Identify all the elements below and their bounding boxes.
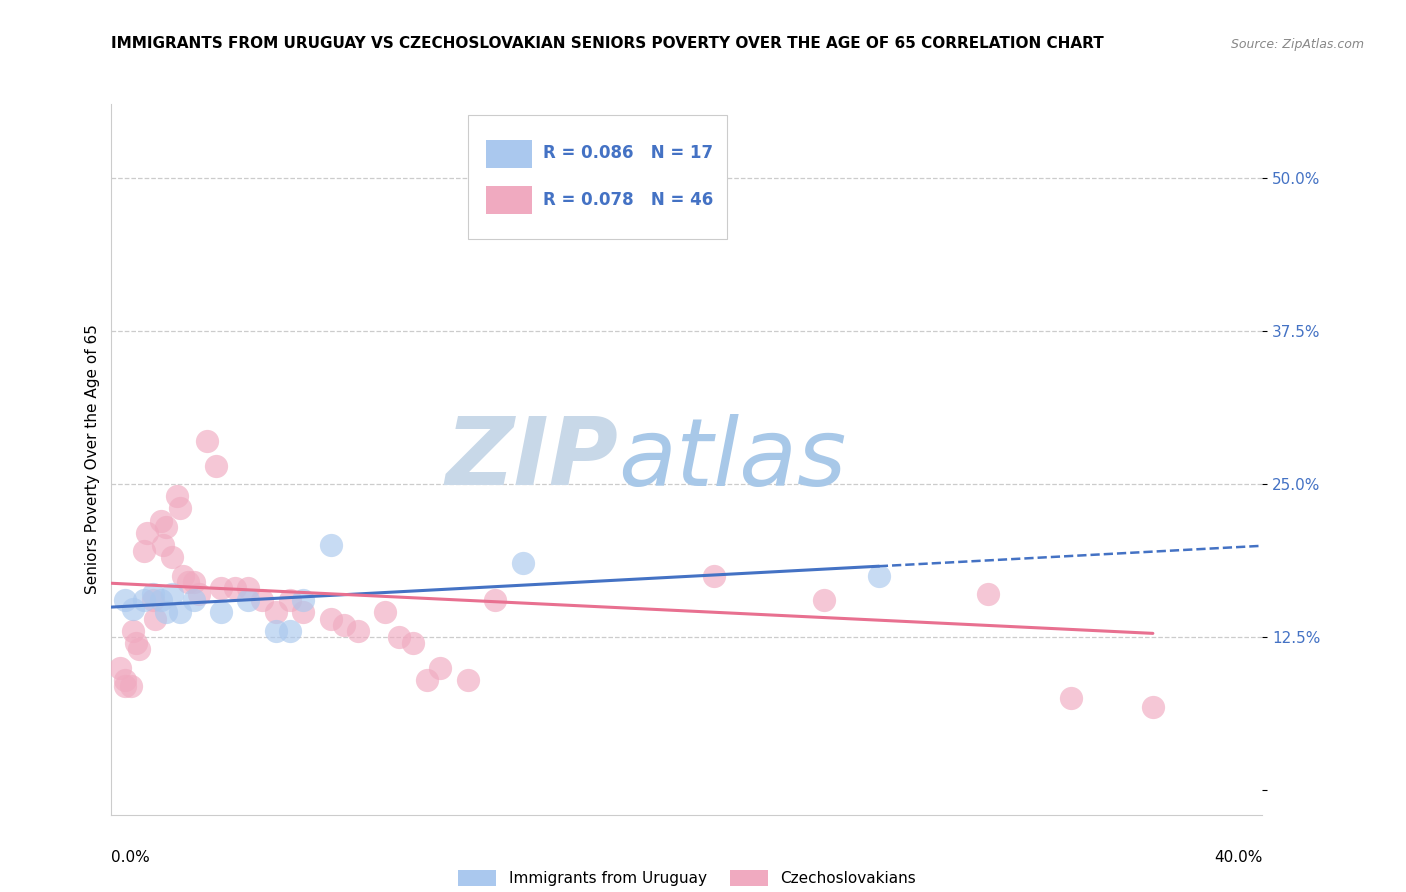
Text: 40.0%: 40.0% xyxy=(1215,850,1263,865)
Point xyxy=(1142,699,1164,714)
Point xyxy=(813,593,835,607)
Point xyxy=(388,630,411,644)
FancyBboxPatch shape xyxy=(468,115,727,239)
Point xyxy=(374,606,396,620)
FancyBboxPatch shape xyxy=(485,140,531,168)
Y-axis label: Seniors Poverty Over the Age of 65: Seniors Poverty Over the Age of 65 xyxy=(86,325,100,594)
Point xyxy=(209,581,232,595)
Point xyxy=(134,544,156,558)
Point xyxy=(278,593,301,607)
Point xyxy=(209,606,232,620)
Point xyxy=(457,673,479,687)
FancyBboxPatch shape xyxy=(485,186,531,214)
Point xyxy=(1059,691,1081,706)
Point xyxy=(122,602,145,616)
Text: R = 0.078   N = 46: R = 0.078 N = 46 xyxy=(543,191,713,209)
Point xyxy=(415,673,437,687)
Point xyxy=(122,624,145,638)
Point xyxy=(141,593,163,607)
Point xyxy=(152,538,174,552)
Point xyxy=(868,568,890,582)
Point xyxy=(224,581,246,595)
Point xyxy=(264,624,287,638)
Text: IMMIGRANTS FROM URUGUAY VS CZECHOSLOVAKIAN SENIORS POVERTY OVER THE AGE OF 65 CO: IMMIGRANTS FROM URUGUAY VS CZECHOSLOVAKI… xyxy=(111,36,1104,51)
Point xyxy=(120,679,142,693)
Point xyxy=(160,587,183,601)
Point xyxy=(172,568,194,582)
Point xyxy=(166,489,188,503)
Point xyxy=(134,593,156,607)
Point xyxy=(264,606,287,620)
Point xyxy=(108,660,131,674)
Point xyxy=(292,606,315,620)
Point xyxy=(114,679,136,693)
Text: Source: ZipAtlas.com: Source: ZipAtlas.com xyxy=(1230,37,1364,51)
Point xyxy=(195,434,218,448)
Point xyxy=(512,557,534,571)
Point xyxy=(169,501,191,516)
Point xyxy=(429,660,451,674)
Legend: Immigrants from Uruguay, Czechoslovakians: Immigrants from Uruguay, Czechoslovakian… xyxy=(453,864,922,892)
Point xyxy=(160,550,183,565)
Point xyxy=(128,642,150,657)
Point xyxy=(177,574,200,589)
Point xyxy=(204,458,226,473)
Point xyxy=(141,587,163,601)
Point xyxy=(319,611,342,625)
Text: atlas: atlas xyxy=(617,414,846,505)
Point xyxy=(114,673,136,687)
Point xyxy=(333,617,356,632)
Point xyxy=(703,568,725,582)
Point xyxy=(136,525,159,540)
Point xyxy=(143,611,166,625)
Point xyxy=(292,593,315,607)
Point xyxy=(250,593,273,607)
Point xyxy=(278,624,301,638)
Point xyxy=(238,581,260,595)
Text: 0.0%: 0.0% xyxy=(111,850,150,865)
Point xyxy=(319,538,342,552)
Point xyxy=(149,593,172,607)
Point xyxy=(155,520,177,534)
Point xyxy=(347,624,370,638)
Point xyxy=(114,593,136,607)
Point xyxy=(149,514,172,528)
Point xyxy=(188,587,211,601)
Point xyxy=(183,593,205,607)
Point xyxy=(155,606,177,620)
Point xyxy=(402,636,425,650)
Text: R = 0.086   N = 17: R = 0.086 N = 17 xyxy=(543,144,713,161)
Point xyxy=(538,195,561,210)
Point xyxy=(238,593,260,607)
Point xyxy=(484,593,506,607)
Point xyxy=(183,574,205,589)
Text: ZIP: ZIP xyxy=(446,413,617,506)
Point xyxy=(169,606,191,620)
Point xyxy=(125,636,148,650)
Point xyxy=(977,587,1000,601)
